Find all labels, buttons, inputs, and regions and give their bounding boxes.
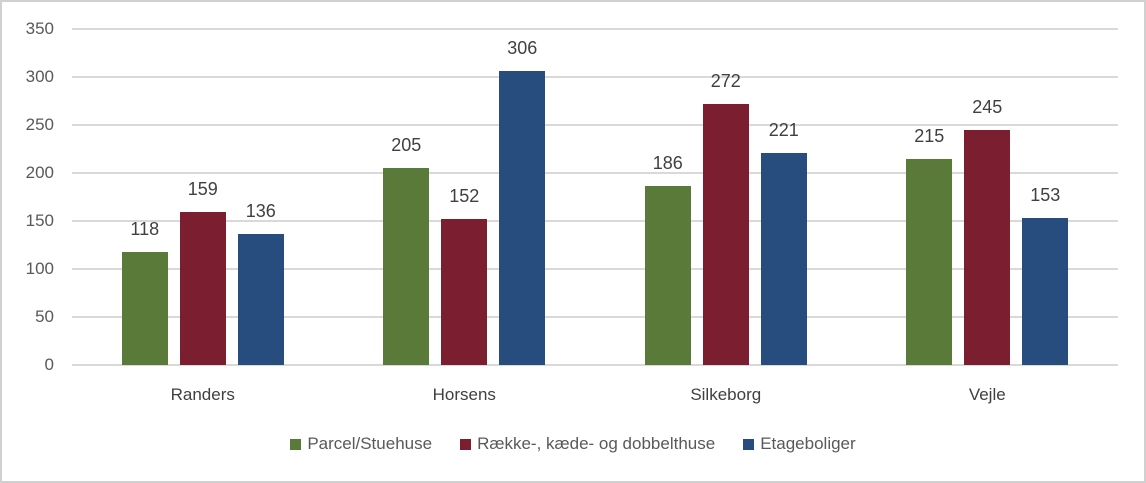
x-category-label: Horsens <box>432 385 496 404</box>
value-label: 118 <box>130 218 160 239</box>
y-tick-label: 0 <box>44 355 54 374</box>
x-category-label: Randers <box>170 385 235 404</box>
value-label: 186 <box>652 153 683 174</box>
y-tick-label: 100 <box>25 259 54 278</box>
legend-swatch-icon <box>743 438 755 450</box>
value-label: 221 <box>768 119 799 140</box>
value-label: 306 <box>507 38 538 59</box>
bar-silkeborg-0 <box>644 186 691 365</box>
gridline <box>72 76 1118 78</box>
value-label: 272 <box>710 70 741 91</box>
bar-vejle-0 <box>906 158 953 365</box>
bar-horsens-2 <box>499 71 546 365</box>
bar-silkeborg-1 <box>702 103 749 365</box>
legend-label: Parcel/Stuehuse <box>307 434 433 453</box>
y-tick-label: 350 <box>25 19 54 38</box>
gridline <box>72 28 1118 30</box>
chart-legend: Parcel/Stuehuse Række-, kæde- og dobbelth… <box>0 434 1146 454</box>
x-category-label: Silkeborg <box>690 385 762 404</box>
bar-silkeborg-2 <box>760 152 807 365</box>
bar-horsens-1 <box>441 219 488 365</box>
value-label: 159 <box>187 179 218 200</box>
y-tick-label: 250 <box>25 115 54 134</box>
legend-label: Etageboliger <box>760 434 856 453</box>
legend-swatch-icon <box>290 438 302 450</box>
bar-vejle-2 <box>1022 218 1069 365</box>
y-tick-label: 150 <box>25 211 54 230</box>
legend-item: Række-, kæde- og dobbelthuse <box>460 434 715 454</box>
legend-label: Række-, kæde- og dobbelthuse <box>477 434 716 453</box>
bar-randers-2 <box>237 234 284 365</box>
bar-vejle-1 <box>964 129 1011 365</box>
legend-item: Etageboliger <box>743 434 856 454</box>
gridline <box>72 364 1118 366</box>
legend-swatch-icon <box>460 438 472 450</box>
bar-randers-0 <box>121 251 168 365</box>
value-label: 245 <box>972 96 1003 117</box>
value-label: 152 <box>449 186 480 207</box>
value-label: 215 <box>914 125 945 146</box>
y-tick-label: 300 <box>25 67 54 86</box>
bar-horsens-0 <box>383 168 430 365</box>
bar-randers-1 <box>179 212 226 365</box>
y-tick-label: 50 <box>35 307 54 326</box>
gridline <box>72 220 1118 222</box>
y-tick-label: 200 <box>25 163 54 182</box>
gridline <box>72 316 1118 318</box>
value-label: 205 <box>391 135 422 156</box>
value-label: 153 <box>1030 185 1061 206</box>
gridline <box>72 268 1118 270</box>
x-category-label: Vejle <box>968 385 1006 404</box>
gridline <box>72 172 1118 174</box>
legend-item: Parcel/Stuehuse <box>290 434 432 454</box>
value-label: 136 <box>245 201 276 222</box>
gridline <box>72 124 1118 126</box>
